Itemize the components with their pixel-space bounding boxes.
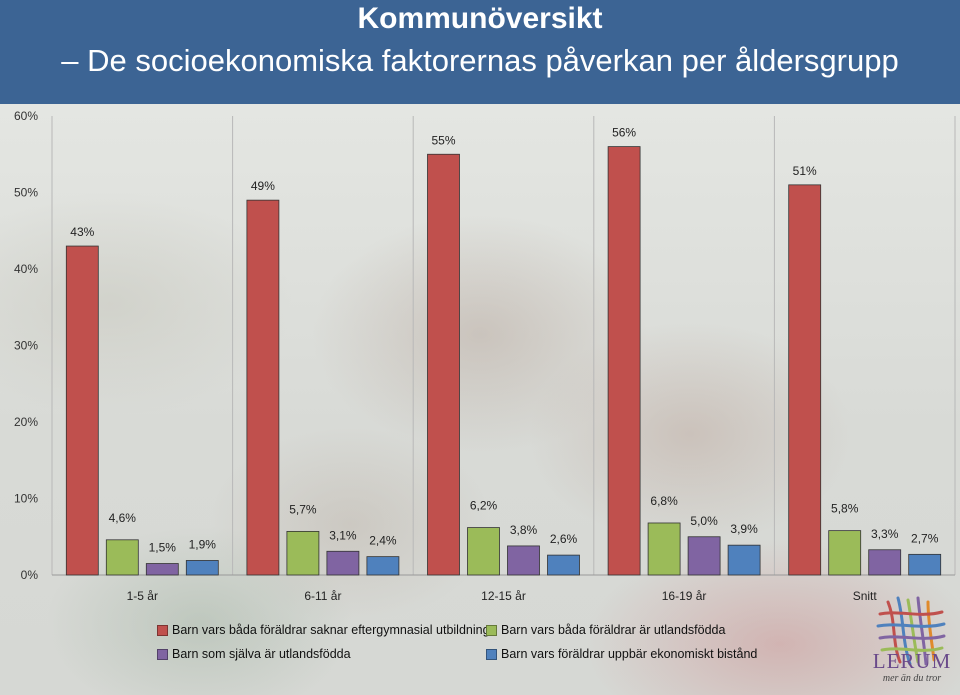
y-tick-label: 10% [14,492,38,506]
data-label: 4,6% [109,511,137,525]
data-label: 1,5% [149,541,177,555]
bar-chart: 0% 10% 20% 30% 40% 50% 60% 43% 4,6% 1,5% 1,9% 1-5 å… [14,109,956,603]
bar [727,544,761,576]
bar [246,199,280,576]
legend-label: Barn vars båda föräldrar saknar eftergym… [172,623,490,637]
bar [788,184,822,576]
y-tick-label: 0% [21,568,39,582]
data-label: 2,7% [911,531,939,545]
bar [286,530,320,576]
data-label: 55% [431,133,455,147]
data-label: 6,2% [470,499,498,513]
y-tick-label: 50% [14,186,38,200]
bar [427,153,460,576]
y-tick-label: 20% [14,415,38,429]
header-banner: Kommunöversikt – De socioekonomiska fakt… [0,0,960,104]
legend-swatch [486,624,497,636]
data-label: 5,7% [289,502,317,516]
data-label: 1,9% [189,537,217,551]
data-label: 56% [612,126,636,140]
data-label: 5,0% [690,514,718,528]
x-tick-label: 12-15 år [481,589,526,603]
y-tick-label: 40% [14,262,38,276]
bar [467,527,500,576]
data-label: 6,8% [650,494,678,508]
legend-item: Barn vars båda föräldrar saknar eftergym… [157,622,490,638]
page-title: Kommunöversikt [357,2,603,35]
legend-label: Barn som själva är utlandsfödda [172,647,351,661]
bar [185,560,219,576]
data-label: 3,9% [730,522,758,536]
data-label: 2,6% [550,532,578,546]
bar [828,530,862,576]
data-label: 49% [251,179,275,193]
bar [507,545,540,576]
bar [908,553,942,576]
x-tick-label: 16-19 år [662,589,707,603]
data-label: 2,4% [369,534,397,548]
legend-swatch [157,624,168,636]
data-label: 51% [793,164,817,178]
legend-swatch [157,648,168,660]
y-tick-label: 30% [14,339,38,353]
x-tick-label: 6-11 år [304,589,341,603]
bar [326,550,360,576]
legend-label: Barn vars föräldrar uppbär ekonomiskt bi… [501,647,758,661]
legend-label: Barn vars båda föräldrar är utlandsfödda [501,623,726,637]
x-tick-label: 1-5 år [127,589,158,603]
bar [868,549,902,576]
bar [547,554,580,576]
logo-tagline: mer än du tror [882,673,942,684]
lerum-logo-icon [876,596,946,666]
bar [105,539,139,576]
page-subtitle: – De socioekonomiska faktorernas påverka… [61,43,899,78]
legend-swatch [486,648,497,660]
bar [607,146,641,576]
data-label: 3,1% [329,528,357,542]
bar [647,522,681,576]
data-label: 5,8% [831,502,859,516]
legend-item: Barn som själva är utlandsfödda [157,646,351,662]
bar [687,536,721,576]
logo-name: LERUM [872,649,952,673]
bar [65,245,99,576]
x-tick-label: Snitt [853,589,878,603]
bar [366,556,400,576]
data-label: 43% [70,225,94,239]
y-tick-label: 60% [14,109,38,123]
bar [145,563,179,576]
legend-item: Barn vars föräldrar uppbär ekonomiskt bi… [486,646,757,662]
legend-item: Barn vars båda föräldrar är utlandsfödda [486,622,725,638]
data-label: 3,3% [871,527,899,541]
data-label: 3,8% [510,523,538,537]
